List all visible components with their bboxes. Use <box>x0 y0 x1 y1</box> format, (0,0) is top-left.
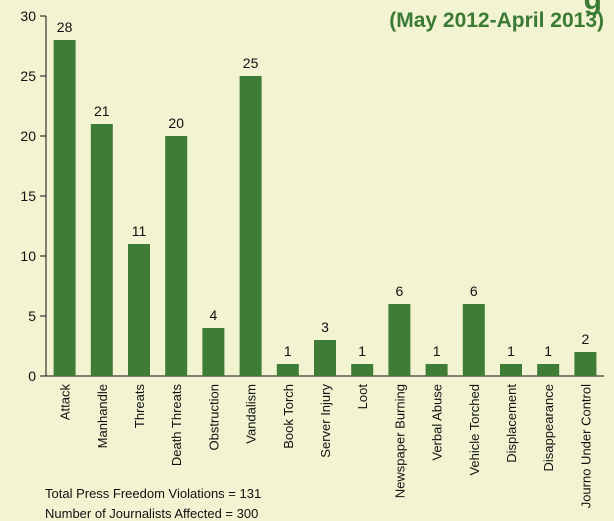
data-label: 1 <box>433 343 441 359</box>
bar <box>537 364 560 376</box>
y-tick-label: 25 <box>20 68 36 84</box>
journalists-affected-note: Number of Journalists Affected = 300 <box>45 506 259 521</box>
data-label: 1 <box>507 343 515 359</box>
headline-fragment: g <box>584 0 602 15</box>
bar <box>128 244 150 376</box>
bar <box>53 40 76 376</box>
x-tick-label: Threats <box>132 384 147 429</box>
bar <box>351 364 374 376</box>
bar <box>500 364 522 376</box>
x-tick-label: Book Torch <box>281 384 296 449</box>
data-label: 21 <box>94 103 110 119</box>
data-label: 20 <box>168 115 184 131</box>
x-tick-label: Verbal Abuse <box>430 384 445 461</box>
bar <box>574 352 597 376</box>
data-label: 28 <box>57 19 73 35</box>
data-label: 1 <box>358 343 366 359</box>
bar <box>239 76 262 376</box>
chart-subtitle: (May 2012-April 2013) <box>389 9 604 32</box>
x-tick-label: Displacement <box>504 384 519 463</box>
x-tick-label: Loot <box>355 384 370 410</box>
x-tick-label: Journo Under Control <box>578 384 593 508</box>
bar <box>462 304 485 376</box>
bar <box>388 304 411 376</box>
data-label: 11 <box>132 223 147 239</box>
x-tick-label: Death Threats <box>169 384 184 467</box>
y-tick-label: 0 <box>28 368 36 384</box>
x-tick-label: Newspaper Burning <box>392 384 407 498</box>
data-label: 1 <box>284 343 292 359</box>
total-violations-note: Total Press Freedom Violations = 131 <box>45 486 262 501</box>
bar <box>314 340 336 376</box>
x-tick-label: Vehicle Torched <box>467 384 482 476</box>
data-label: 3 <box>321 319 329 335</box>
x-tick-label: Vandalism <box>244 384 259 444</box>
y-tick-label: 10 <box>20 248 36 264</box>
x-tick-label: Disappearance <box>541 384 556 471</box>
y-tick-label: 20 <box>20 128 36 144</box>
data-label: 25 <box>243 55 259 71</box>
x-tick-label: Obstruction <box>206 384 221 450</box>
y-tick-label: 30 <box>20 8 36 24</box>
data-label: 6 <box>396 283 404 299</box>
bar <box>276 364 299 376</box>
bar <box>165 136 188 376</box>
x-tick-label: Manhandle <box>95 384 110 448</box>
data-label: 1 <box>544 343 552 359</box>
bar <box>90 124 113 376</box>
data-label: 2 <box>582 331 590 347</box>
bar <box>425 364 448 376</box>
x-tick-label: Server Injury <box>318 384 333 458</box>
data-label: 4 <box>210 307 218 323</box>
y-tick-label: 15 <box>20 188 36 204</box>
data-label: 6 <box>470 283 478 299</box>
x-tick-label: Attack <box>58 384 73 421</box>
bar <box>202 328 225 376</box>
y-tick-label: 5 <box>28 308 36 324</box>
